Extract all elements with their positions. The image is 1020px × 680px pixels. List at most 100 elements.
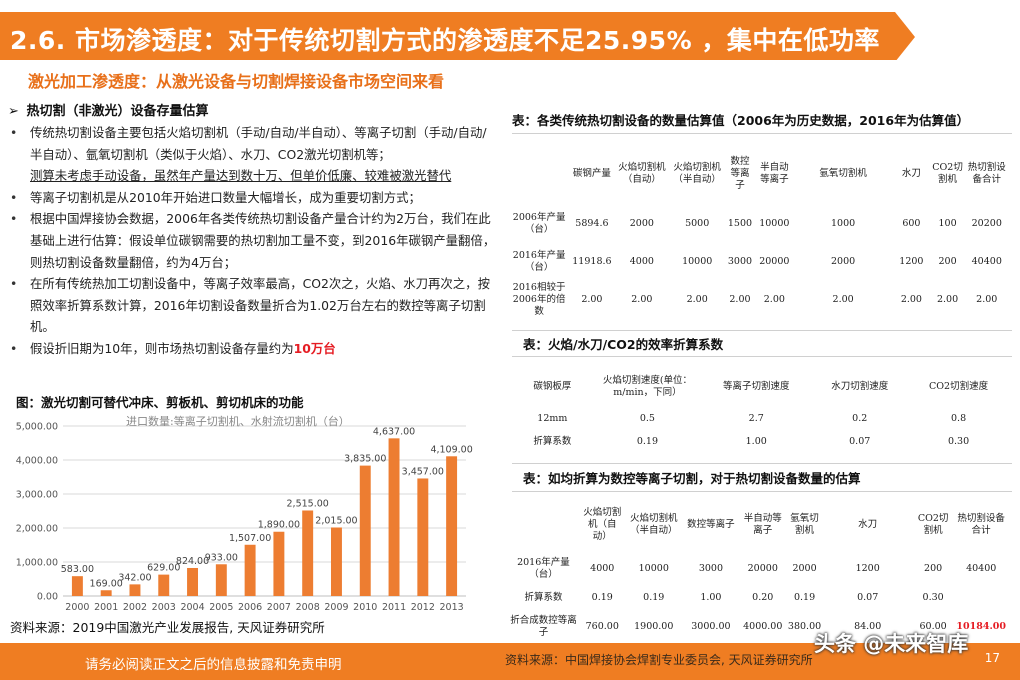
page-title: 2.6. 市场渗透度：对于传统切割方式的渗透度不足25.95% ，集中在低功率 [10,26,880,55]
bar [158,574,170,596]
table-cell: 200 [924,562,943,574]
table-cell: 0.30 [922,591,944,603]
chart-heading: 图：激光切割可替代冲床、剪板机、剪切机床的功能 [16,395,304,410]
table-cell: 2006年产量（台） [512,212,566,235]
table-cell: 3000.00 [691,620,731,632]
table-cell: 4000.00 [743,620,783,632]
bar [330,527,342,596]
table-row: 折合成数控等离子 760.00 1900.00 3000.00 4000.00 380.0… [508,612,1008,641]
table-header-cell: 氩氧切割机 [819,168,867,179]
table-header-cell: 氩氧切割机 [790,513,819,536]
bar [71,576,83,596]
table-cell: 5894.6 [575,218,609,229]
page-subtitle: 激光加工渗透度：从激光设备与切割焊接设备市场空间来看 [28,72,445,91]
table-cell: 4000 [590,562,615,574]
x-tick-label: 2006 [238,602,262,613]
bar [359,465,371,596]
table-cell: 10000 [682,256,713,267]
x-tick-label: 2005 [209,602,233,613]
table-cell: 0.07 [857,591,879,603]
footer-disclaimer[interactable]: 请务必阅读正文之后的信息披露和免责申明 [85,657,342,673]
table-cell: 2.00 [763,294,785,305]
table-cell: 84.00 [854,620,882,632]
table1-rule [512,133,1012,134]
table-row: 2016相较于2006年的倍数 2.00 2.00 2.00 2.00 2.00 2.00 2… [508,281,1008,319]
bar [129,584,141,596]
table-cell: 20000 [759,256,790,267]
bar-value-label: 3,457.00 [402,466,444,477]
table-cell: 0.30 [947,435,970,447]
x-tick-label: 2004 [180,602,204,613]
table-row: 2016年产量（台） 11918.6 4000 10000 3000 20000 2000 1… [508,243,1008,281]
table-cell: 40400 [971,256,1002,267]
table-cell: 60.00 [919,620,947,632]
table-cell: 2.00 [936,294,959,305]
y-tick-label: 5,000.00 [16,422,58,433]
table-cell: 1200 [899,256,924,267]
table3-rule [512,491,1012,492]
bar [417,478,429,596]
table-header-row: 碳钢产量 火焰切割机（自动） 火焰切割机（半自动） 数控等离子 半自动等离子 氩氧切割机 水… [508,143,1008,205]
table-header-cell: 火焰切割机（半自动） [673,162,721,185]
bar-value-label: 3,835.00 [344,454,386,465]
bullet-item-1: 传统热切割设备主要包括火焰切割机（手动/自动/半自动）、等离子切割（手动/自动/… [8,122,498,187]
table-header-cell: 热切割设备合计 [967,162,1006,185]
table1-title: 表：各类传统热切割设备的数量估算值（2006年为历史数据，2016年为估算值） [512,113,970,128]
table-cell: 2000 [629,218,654,229]
table3: 火焰切割机（自动） 火焰切割机（半自动） 数控等离子 半自动等离子 氩氧切割机 水刀 CO2… [508,496,1008,641]
table-row: 折算系数 0.19 0.19 1.00 0.20 0.19 0.07 0.30 [508,583,1008,612]
table-header-cell: CO2切割速度 [929,381,989,392]
bar-value-label: 2,515.00 [287,498,329,509]
bullet-1-underlined-text: 测算未考虑手动设备，虽然年产量达到数十万、但单价低廉、较难被激光替代 [30,168,452,184]
chart-source: 资料来源：2019中国激光产业发展报告, 天风证券研究所 [10,620,325,635]
footer-source: 资料来源：中国焊接协会焊割专业委员会, 天风证券研究所 [505,653,813,667]
table-cell: 0.07 [849,435,871,447]
table-cell: 12mm [537,412,568,424]
x-tick-label: 2009 [324,602,348,613]
chart-title: 进口数量:等离子切割机、水射流切割机（台） [126,414,350,428]
left-text-column: ➢ 热切割（非激光）设备存量估算 传统热切割设备主要包括火焰切割机（手动/自动/… [8,100,498,360]
table-cell: 1.00 [700,591,722,603]
bullet-5-text: 假设折旧期为10年，则市场热切割设备存量约为 [30,340,294,356]
bar [244,544,256,596]
table-header-cell: 火焰切割机（自动） [618,162,666,185]
table-cell: 折算系数 [524,591,563,603]
title-banner: 2.6. 市场渗透度：对于传统切割方式的渗透度不足25.95% ，集中在低功率 [0,0,915,78]
y-tick-label: 4,000.00 [16,456,58,467]
y-tick-label: 1,000.00 [16,558,58,569]
table-cell: 2016相较于2006年的倍数 [512,282,566,317]
table-cell: 2.7 [748,412,764,424]
table-header-cell: 火焰切割速度(单位：m/min，下同） [602,375,693,398]
table-cell: 20200 [971,218,1002,229]
x-tick-label: 2000 [65,602,89,613]
bullet-1-text: 传统热切割设备主要包括火焰切割机（手动/自动/半自动）、等离子切割（手动/自动/… [30,125,487,162]
footer-bar: 请务必阅读正文之后的信息披露和免责申明 资料来源：中国焊接协会焊割专业委员会, … [0,643,1020,680]
table-cell: 0.8 [951,412,967,424]
bullet-list: 传统热切割设备主要包括火焰切割机（手动/自动/半自动）、等离子切割（手动/自动/… [8,122,498,360]
table-cell: 2.00 [729,294,751,305]
table-cell: 2.00 [631,294,653,305]
table-header-cell [508,496,579,554]
bar-value-label: 1,507.00 [229,533,271,544]
table-cell: 2000 [792,562,817,574]
table-cell: 10000 [759,218,790,229]
table-header-cell: 水刀 [901,168,921,179]
table-cell: 折合成数控等离子 [510,614,577,638]
watermark: 头条 @未来智库 [814,632,969,656]
table3-title: 表：如均折算为数控等离子切割，对于热切割设备数量的估算 [523,471,861,486]
table-cell: 4000 [629,256,654,267]
table-header-cell: 火焰切割机（半自动） [630,513,678,536]
y-tick-label: 3,000.00 [16,490,58,501]
table2-title: 表：火焰/水刀/CO2的效率折算系数 [523,337,724,352]
table-header-cell: 火焰切割机（自动） [583,507,622,542]
bar [273,531,285,596]
bar-value-label: 1,890.00 [258,520,300,531]
bar-value-label: 933.00 [205,552,238,563]
chart-svg: 0.00 1,000.00 2,000.00 3,000.00 4,000.00 5,00… [16,414,473,613]
x-tick-label: 2001 [94,602,118,613]
y-tick-label: 2,000.00 [16,524,58,535]
table-cell: 100 [938,218,957,229]
table-cell: 0.19 [643,591,665,603]
table-header-cell: 碳钢板厚 [533,381,572,392]
table-header-cell: 水刀切割速度 [831,381,889,392]
